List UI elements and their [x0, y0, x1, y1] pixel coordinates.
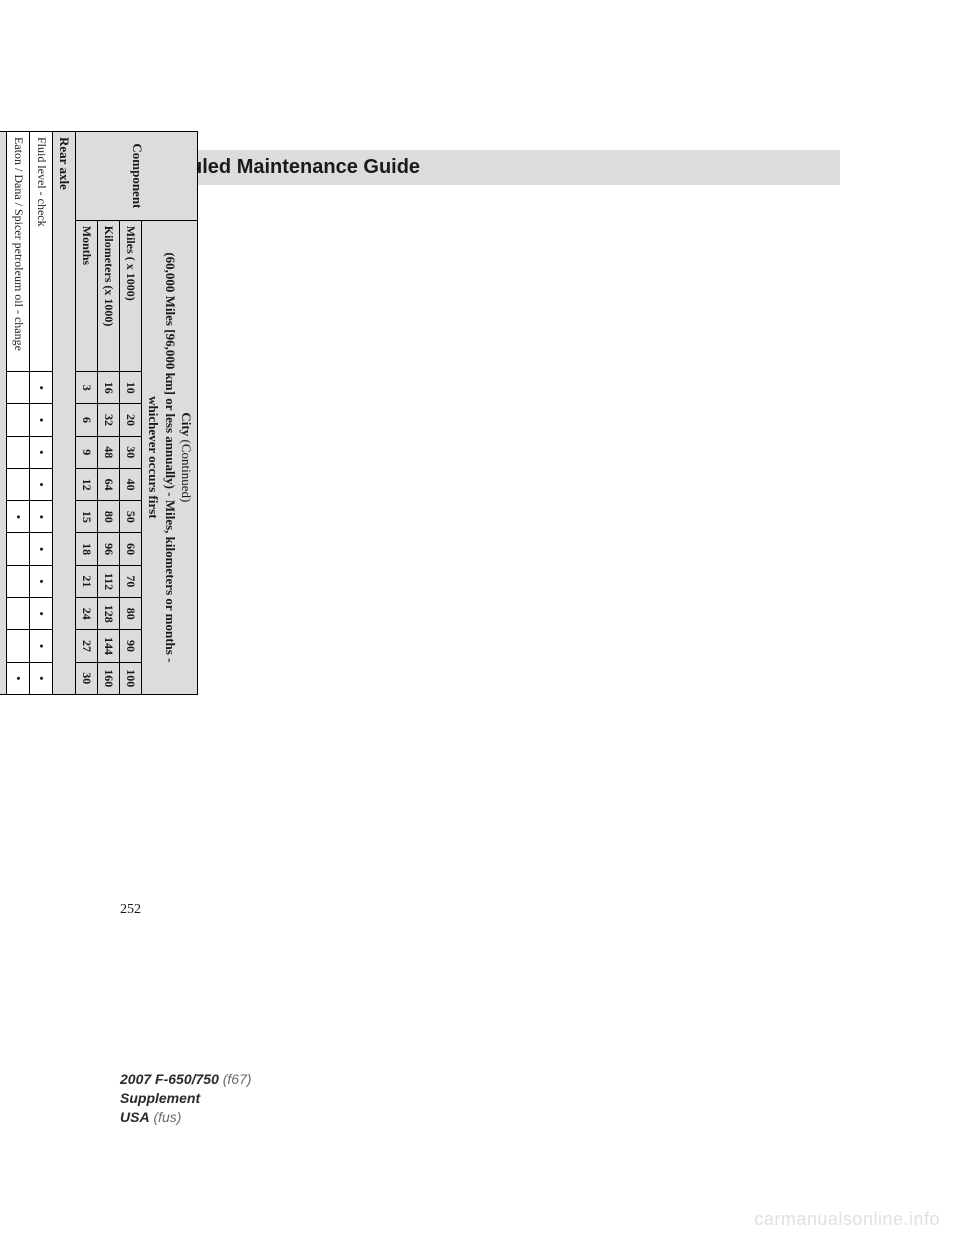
kilometers-val-0: 16 [98, 372, 120, 404]
unit-label-miles: Miles ( x 1000) [120, 220, 142, 371]
footer-line-3: USA (fus) [120, 1108, 252, 1127]
kilometers-val-2: 48 [98, 436, 120, 468]
miles-val-7: 80 [120, 598, 142, 630]
months-val-2: 9 [76, 436, 98, 468]
footer-supplement: Supplement [120, 1090, 200, 1106]
footer-code2: (fus) [153, 1109, 181, 1125]
kilometers-val-6: 112 [98, 565, 120, 597]
interval-mark: • [7, 501, 30, 533]
footer-model: 2007 F-650/750 [120, 1071, 219, 1087]
interval-mark: • [30, 598, 53, 630]
unit-label-kilometers: Kilometers (x 1000) [98, 220, 120, 371]
table-header-row: ComponentCity (Continued)(60,000 Miles [… [142, 132, 198, 695]
kilometers-val-7: 128 [98, 598, 120, 630]
city-continued: (Continued) [179, 440, 194, 503]
interval-mark [7, 468, 30, 500]
unit-label-months: Months [76, 220, 98, 371]
page-content: Scheduled Maintenance Guide ComponentCit… [120, 150, 840, 773]
interval-mark [7, 533, 30, 565]
section-header: Scheduled Maintenance Guide [120, 150, 840, 185]
interval-mark [7, 372, 30, 404]
interval-mark [7, 598, 30, 630]
footer-block: 2007 F-650/750 (f67) Supplement USA (fus… [120, 1070, 252, 1127]
maintenance-table: ComponentCity (Continued)(60,000 Miles [… [0, 131, 198, 695]
interval-mark: • [30, 630, 53, 662]
months-val-7: 24 [76, 598, 98, 630]
months-val-1: 6 [76, 404, 98, 436]
kilometers-val-3: 64 [98, 468, 120, 500]
interval-mark [7, 404, 30, 436]
miles-val-0: 10 [120, 372, 142, 404]
miles-val-6: 70 [120, 565, 142, 597]
months-val-5: 18 [76, 533, 98, 565]
interval-mark [7, 565, 30, 597]
footer-line-1: 2007 F-650/750 (f67) [120, 1070, 252, 1089]
miles-val-8: 90 [120, 630, 142, 662]
city-header: City (Continued)(60,000 Miles [96,000 km… [142, 220, 198, 694]
miles-val-2: 30 [120, 436, 142, 468]
footer-code1: (f67) [223, 1071, 252, 1087]
interval-mark [7, 630, 30, 662]
component-desc: Eaton / Dana / Spicer petroleum oil - ch… [7, 132, 30, 372]
interval-mark: • [30, 662, 53, 694]
table-row: Fluid level - check•••••••••• [30, 132, 53, 695]
months-val-3: 12 [76, 468, 98, 500]
interval-mark: • [7, 662, 30, 694]
footer-line-2: Supplement [120, 1089, 252, 1108]
page-number: 252 [120, 902, 141, 918]
months-val-9: 30 [76, 662, 98, 694]
section-row: Rear axle [53, 132, 76, 695]
months-val-4: 15 [76, 501, 98, 533]
months-val-8: 27 [76, 630, 98, 662]
interval-mark: • [30, 565, 53, 597]
table-row: Eaton / Dana / Spicer petroleum oil - ch… [7, 132, 30, 695]
interval-mark [7, 436, 30, 468]
interval-mark: • [30, 372, 53, 404]
months-val-0: 3 [76, 372, 98, 404]
section-title: Cab components [0, 132, 7, 695]
miles-val-3: 40 [120, 468, 142, 500]
miles-val-5: 60 [120, 533, 142, 565]
footer-country: USA [120, 1109, 150, 1125]
component-header: Component [76, 132, 198, 221]
section-title: Rear axle [53, 132, 76, 695]
city-label: City [179, 412, 194, 436]
kilometers-val-4: 80 [98, 501, 120, 533]
section-row: Cab components [0, 132, 7, 695]
rotated-table-wrapper: ComponentCity (Continued)(60,000 Miles [… [120, 209, 840, 773]
interval-mark: • [30, 533, 53, 565]
kilometers-val-8: 144 [98, 630, 120, 662]
watermark: carmanualsonline.info [754, 1209, 940, 1230]
interval-mark: • [30, 436, 53, 468]
miles-val-9: 100 [120, 662, 142, 694]
interval-mark: • [30, 468, 53, 500]
miles-val-1: 20 [120, 404, 142, 436]
miles-val-4: 50 [120, 501, 142, 533]
kilometers-val-5: 96 [98, 533, 120, 565]
kilometers-val-9: 160 [98, 662, 120, 694]
months-val-6: 21 [76, 565, 98, 597]
city-subtext: (60,000 Miles [96,000 km] or less annual… [147, 252, 178, 662]
component-desc: Fluid level - check [30, 132, 53, 372]
interval-mark: • [30, 501, 53, 533]
kilometers-val-1: 32 [98, 404, 120, 436]
interval-mark: • [30, 404, 53, 436]
